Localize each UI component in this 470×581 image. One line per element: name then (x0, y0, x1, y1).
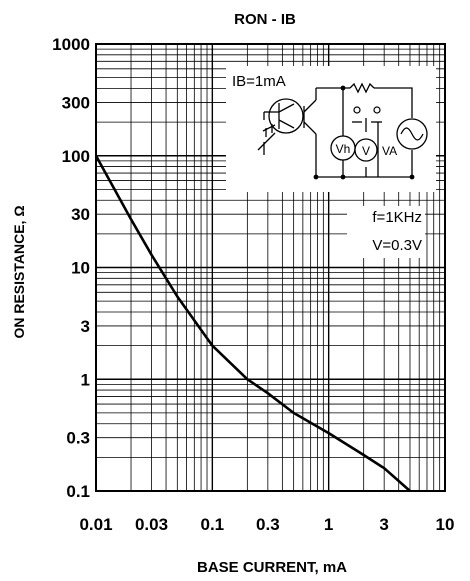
x-tick-label: 1 (324, 515, 333, 534)
node-dot-bottom-right (409, 174, 415, 180)
x-tick-label: 10 (436, 515, 455, 534)
y-tick-label: 30 (71, 205, 90, 224)
output-transistor-symbol (303, 88, 317, 177)
variable-source-symbol (257, 112, 276, 155)
v-meter-icon: V (354, 138, 378, 162)
x-tick-label: 0.3 (256, 515, 280, 534)
vh-meter-label: Vh (336, 142, 351, 156)
x-axis-label: BASE CURRENT, mA (197, 559, 347, 576)
y-tick-label: 1000 (52, 35, 90, 54)
y-tick-label: 3 (81, 317, 90, 336)
terminal-open-right (373, 106, 381, 114)
x-tick-label: 0.03 (135, 515, 168, 534)
node-dot-bottom-mid (340, 174, 346, 180)
y-tick-label: 0.3 (66, 429, 90, 448)
series-line (94, 155, 411, 492)
terminal-open-left (353, 106, 361, 114)
x-tick-label: 0.01 (79, 515, 112, 534)
y-tick-labels: 1000 300 100 30 10 3 1 0.3 0.1 (52, 35, 90, 501)
inset-ib-label: IB=1mA (232, 73, 286, 90)
vh-meter-icon: Vh (330, 135, 356, 161)
v-meter-label: V (362, 144, 370, 158)
chart-title: RON - IB (234, 11, 296, 28)
conditions-box: f=1KHz V=0.3V (347, 206, 425, 258)
y-tick-label: 300 (62, 93, 90, 112)
y-tick-label: 0.1 (66, 482, 90, 501)
y-tick-label: 1 (81, 370, 90, 389)
x-tick-labels: 0.01 0.03 0.1 0.3 1 3 10 (79, 515, 454, 534)
photo-transistor-symbol (264, 98, 304, 134)
conditions-background (347, 206, 425, 258)
x-tick-label: 0.1 (201, 515, 225, 534)
y-axis-label: ON RESISTANCE, Ω (11, 205, 27, 338)
va-label: VA (382, 144, 397, 158)
condition-voltage: V=0.3V (372, 237, 422, 254)
x-tick-label: 3 (379, 515, 388, 534)
ac-source-icon (396, 118, 428, 150)
condition-frequency: f=1KHz (372, 209, 422, 226)
test-circuit-inset: IB=1mA (226, 66, 436, 192)
node-dot-top (340, 85, 346, 91)
circuit-wiring (316, 82, 413, 178)
plot-frame (95, 43, 446, 492)
y-tick-label: 100 (62, 147, 90, 166)
node-dot-bottom-left (313, 174, 319, 180)
y-tick-label: 10 (71, 259, 90, 278)
